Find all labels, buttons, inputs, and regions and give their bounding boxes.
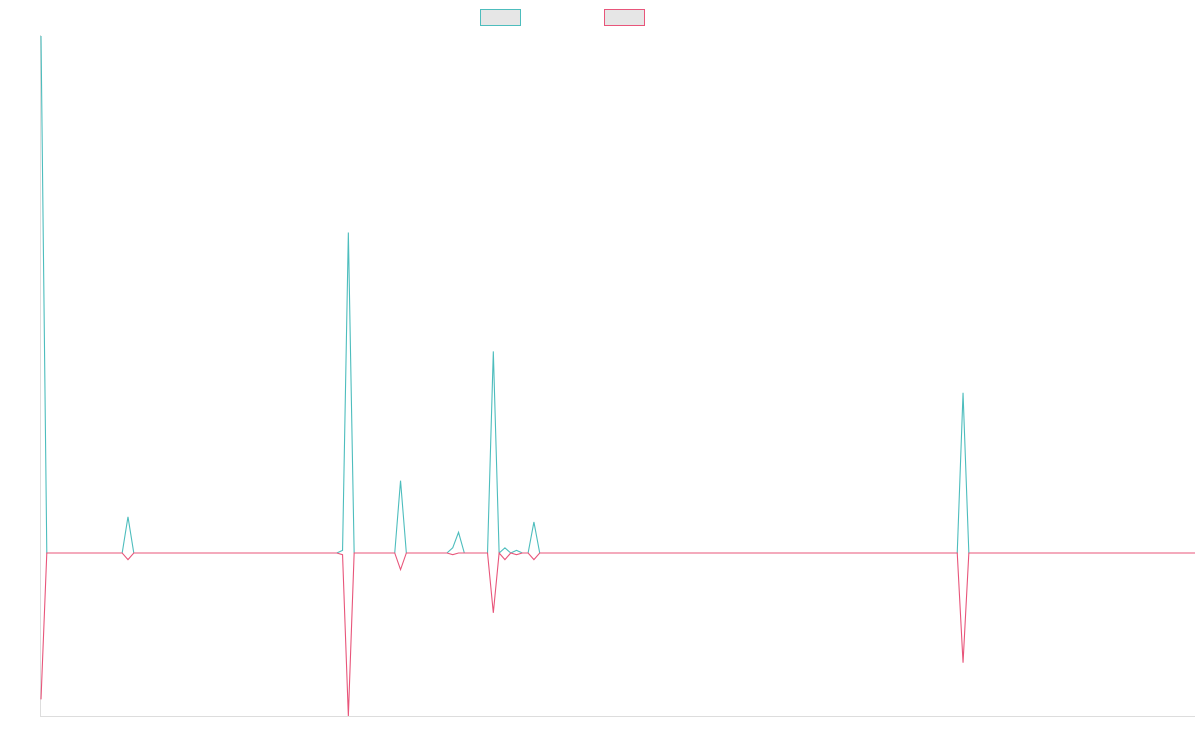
- series-line-lower: [40, 551, 1195, 717]
- plot-area: [40, 35, 1195, 717]
- legend-swatch-upper[interactable]: [480, 9, 521, 26]
- legend[interactable]: [480, 9, 645, 26]
- series-line-upper: [40, 35, 1195, 555]
- legend-swatch-lower[interactable]: [604, 9, 645, 26]
